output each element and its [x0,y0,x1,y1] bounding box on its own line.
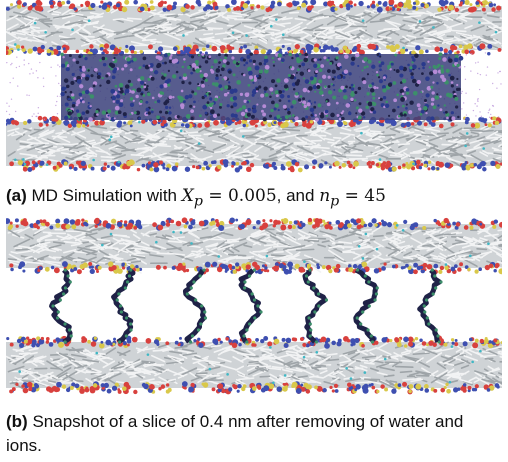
panel-a-image [6,0,502,180]
caption-a-join: , and [276,186,315,205]
polymer-strand [417,268,443,344]
md-simulation-render [6,0,502,173]
polymer-region [60,52,464,122]
polymer-strand [353,267,379,344]
slice-snapshot-render [6,217,502,395]
caption-b: (b) Snapshot of a slice of 0.4 nm after … [6,410,502,458]
polymer-strand [49,268,73,345]
polymer-strand [111,268,136,345]
caption-b-text-2: ions. [6,436,42,455]
caption-a: (a) MD Simulation with Xp = 0.005, and n… [6,184,502,213]
caption-a-math-2: np = 45 [319,186,386,210]
polymer-strand [182,268,208,344]
caption-b-label: (b) [6,412,28,431]
lower-membrane-slice [6,335,502,395]
upper-membrane [6,0,502,57]
caption-b-text: Snapshot of a slice of 0.4 nm after remo… [32,412,464,431]
lower-membrane [6,115,502,173]
caption-a-math-1: Xp = 0.005 [181,186,277,210]
upper-membrane-slice [6,217,502,275]
caption-a-prefix: MD Simulation with [31,186,178,205]
polymer-strand [238,268,263,344]
caption-a-label: (a) [6,186,27,205]
panel-b-image [6,216,502,404]
polymer-strand [302,268,329,344]
